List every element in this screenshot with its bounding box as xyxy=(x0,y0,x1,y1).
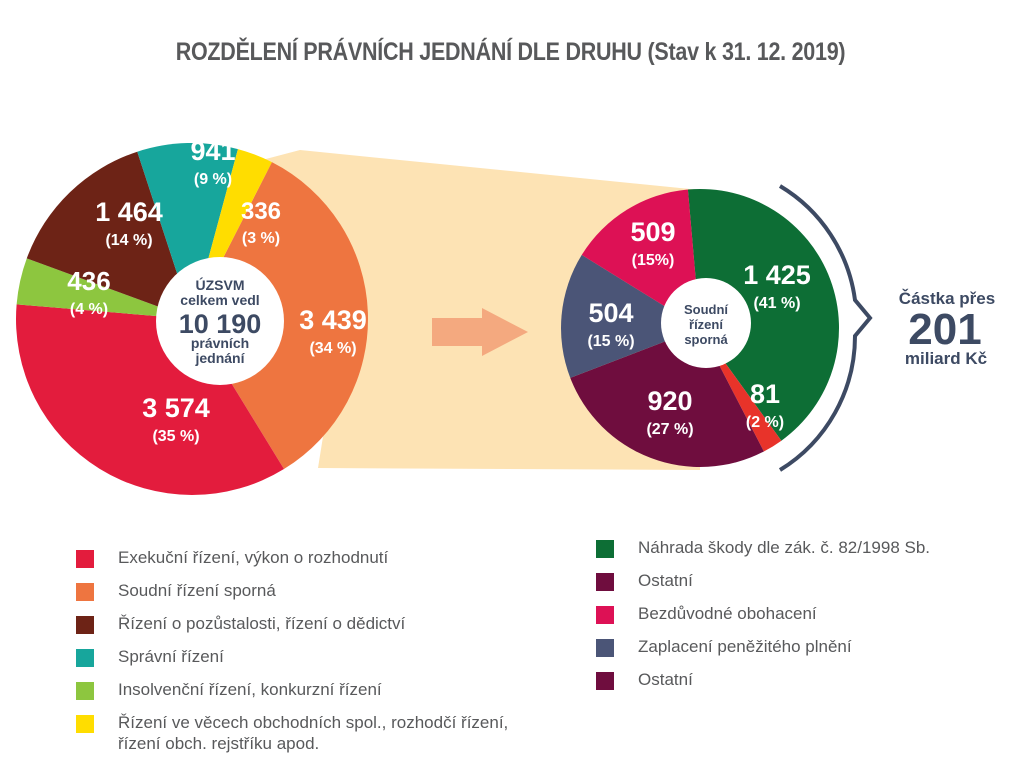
pie2-percent-label-0: (41 %) xyxy=(753,295,800,312)
legend-right-item-4: Ostatní xyxy=(596,669,1016,690)
legend-right-item-3: Zaplacení peněžitého plnění xyxy=(596,636,1016,657)
pie1-center-text-4: jednání xyxy=(194,350,245,366)
pie2-slice-0 xyxy=(687,189,840,441)
pie1-slice-4 xyxy=(137,142,238,319)
legend-label: Náhrada škody dle zák. č. 82/1998 Sb. xyxy=(638,538,931,557)
legend-swatch-icon xyxy=(76,649,94,667)
pie1-percent-label-5: (3 %) xyxy=(242,230,280,247)
pie1-slice-3 xyxy=(26,151,192,319)
pie2-value-label-1: 81 xyxy=(750,379,780,409)
legend-left-item-2: Řízení o pozůstalosti, řízení o dědictví xyxy=(76,613,576,634)
pie2-value-label-2: 920 xyxy=(647,386,692,416)
chart-title: ROZDĚLENÍ PRÁVNÍCH JEDNÁNÍ DLE DRUHU (St… xyxy=(175,38,846,66)
legend-label: Bezdůvodné obohacení xyxy=(638,604,817,623)
pie2-percent-label-2: (27 %) xyxy=(646,421,693,438)
legend-swatch-icon xyxy=(596,540,614,558)
legend-label: Správní řízení xyxy=(118,647,224,666)
legend-right: Náhrada škody dle zák. č. 82/1998 Sb. Ost… xyxy=(596,537,1016,690)
pie1-value-label-5: 336 xyxy=(241,198,281,225)
legend-left-item-1: Soudní řízení sporná xyxy=(76,580,576,601)
legend-swatch-icon xyxy=(596,573,614,591)
arrow-icon xyxy=(432,308,528,356)
pie2-center-hole xyxy=(661,278,751,368)
pie2-slice-3 xyxy=(560,254,700,378)
pie1-percent-label-0: (34 %) xyxy=(309,340,356,357)
legend-label: Ostatní xyxy=(638,670,693,689)
legend-label: Řízení o pozůstalosti, řízení o dědictví xyxy=(118,614,406,633)
pie2-percent-label-1: (2 %) xyxy=(746,414,784,431)
legend-swatch-icon xyxy=(596,672,614,690)
pie1-slice-1 xyxy=(16,304,284,496)
legend-right-item-1: Ostatní xyxy=(596,570,1016,591)
legend-label: Zaplacení peněžitého plnění xyxy=(638,637,852,656)
pie1-percent-label-2: (4 %) xyxy=(70,301,108,318)
pie1-center-text-3: právních xyxy=(191,335,249,351)
legend-label: Insolvenční řízení, konkurzní řízení xyxy=(118,680,382,699)
callout-text-0: Částka přes xyxy=(899,289,995,308)
callout-text-1: 201 xyxy=(908,305,981,354)
pie1-value-label-2: 436 xyxy=(67,266,110,296)
legend-left: Exekuční řízení, výkon o rozhodnutí Soudn… xyxy=(76,547,576,754)
pie1-percent-label-1: (35 %) xyxy=(152,428,199,445)
bracket-icon xyxy=(778,184,873,472)
legend-swatch-icon xyxy=(76,616,94,634)
legend-left-item-5: Řízení ve věcech obchodních spol., rozho… xyxy=(76,712,576,754)
legend-swatch-icon xyxy=(596,606,614,624)
pie2-value-label-4: 509 xyxy=(630,217,675,247)
pie1-value-label-0: 3 439 xyxy=(299,305,367,335)
pie2-value-label-0: 1 425 xyxy=(743,260,811,290)
pie2-center-text-0: Soudní xyxy=(684,302,728,317)
pie1-center-text-0: ÚZSVM xyxy=(196,276,245,293)
legend-label: Ostatní xyxy=(638,571,693,590)
callout-text-2: miliard Kč xyxy=(905,349,987,368)
legend-swatch-icon xyxy=(596,639,614,657)
legend-right-item-0: Náhrada škody dle zák. č. 82/1998 Sb. xyxy=(596,537,1016,558)
pie2-percent-label-3: (15 %) xyxy=(587,333,634,350)
legend-left-item-0: Exekuční řízení, výkon o rozhodnutí xyxy=(76,547,576,568)
pie1-value-label-4: 941 xyxy=(190,136,235,166)
legend-swatch-icon xyxy=(76,550,94,568)
pie2-value-label-3: 504 xyxy=(588,298,633,328)
pie2-slice-4 xyxy=(581,189,700,328)
legend-right-item-2: Bezdůvodné obohacení xyxy=(596,603,1016,624)
pie1-value-label-1: 3 574 xyxy=(142,393,210,423)
pie1-center-hole xyxy=(156,257,284,385)
legend-label: Řízení ve věcech obchodních spol., rozho… xyxy=(118,713,509,753)
legend-swatch-icon xyxy=(76,682,94,700)
pie2-percent-label-4: (15%) xyxy=(632,252,675,269)
legend-label: Soudní řízení sporná xyxy=(118,581,276,600)
pie1-percent-label-4: (9 %) xyxy=(194,171,232,188)
legend-swatch-icon xyxy=(76,583,94,601)
legend-left-item-3: Správní řízení xyxy=(76,646,576,667)
legend-swatch-icon xyxy=(76,715,94,733)
legend-label: Exekuční řízení, výkon o rozhodnutí xyxy=(118,548,389,567)
pie1-percent-label-3: (14 %) xyxy=(105,232,152,249)
legend-left-item-4: Insolvenční řízení, konkurzní řízení xyxy=(76,679,576,700)
pie1-center-text-2: 10 190 xyxy=(179,309,262,339)
pie1-center-text-1: celkem vedl xyxy=(180,292,259,308)
pie1-value-label-3: 1 464 xyxy=(95,197,163,227)
pie2-center-text-2: sporná xyxy=(684,332,728,347)
pie2-center-text-1: řízení xyxy=(689,317,723,332)
pie1-slice-2 xyxy=(16,258,192,319)
